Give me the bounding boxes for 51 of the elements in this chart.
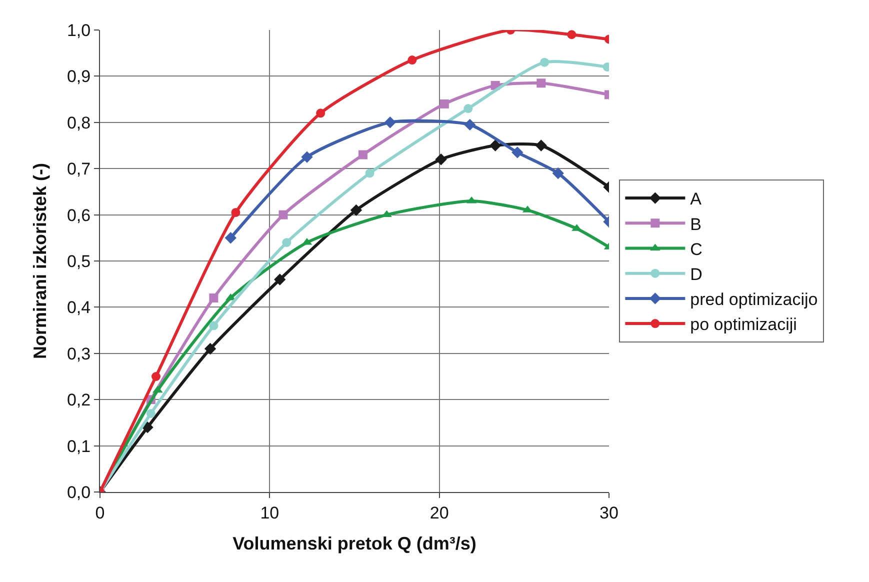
- point: [512, 146, 524, 158]
- point: [384, 116, 396, 128]
- y-tick-label: 0,6: [66, 206, 91, 225]
- point: [209, 321, 218, 330]
- point: [464, 118, 476, 131]
- y-tick-label: 0,9: [66, 67, 91, 86]
- y-tick-label: 0,1: [66, 436, 91, 456]
- point: [278, 210, 288, 220]
- point: [204, 342, 216, 355]
- x-tick-label: 0: [95, 503, 105, 522]
- point: [540, 58, 550, 67]
- point: [316, 108, 326, 118]
- point: [231, 208, 240, 217]
- point: [146, 408, 156, 418]
- legend-label: D: [690, 264, 702, 284]
- y-tick-label: 0,4: [66, 298, 91, 318]
- y-tick-label: 0,7: [66, 160, 91, 179]
- point: [464, 104, 473, 114]
- point: [489, 140, 502, 152]
- x-tick-label: 20: [430, 503, 449, 522]
- point: [567, 30, 576, 40]
- legend-label: pred optimizacijo: [690, 290, 818, 310]
- point: [435, 154, 447, 166]
- point: [350, 204, 362, 216]
- x-tick-label: 10: [260, 503, 280, 522]
- x-tick-label: 30: [600, 503, 618, 522]
- point: [224, 232, 236, 244]
- point: [552, 167, 564, 180]
- y-tick-label: 1,0: [66, 20, 91, 40]
- legend-label: po optimizaciji: [690, 315, 797, 334]
- point: [440, 99, 449, 108]
- legend-label: C: [690, 240, 702, 259]
- legend-label: B: [690, 214, 702, 234]
- point: [358, 150, 368, 160]
- point: [209, 293, 218, 302]
- x-axis-title: Volumenski pretok Q (dm³/s): [232, 534, 476, 554]
- y-axis-title: Normirani izkoristek (-): [30, 162, 50, 360]
- y-tick-label: 0,3: [66, 344, 91, 364]
- legend-label: A: [690, 190, 702, 209]
- point: [301, 151, 313, 163]
- point: [408, 56, 417, 65]
- point: [365, 168, 374, 178]
- y-tick-label: 0,5: [66, 252, 91, 271]
- y-tick-label: 0,8: [66, 113, 91, 132]
- point: [535, 140, 547, 152]
- point: [282, 238, 292, 248]
- point: [274, 274, 286, 286]
- point: [536, 78, 546, 88]
- y-tick-label: 0,0: [66, 482, 91, 502]
- y-tick-label: 0,2: [66, 390, 91, 410]
- point: [151, 372, 160, 381]
